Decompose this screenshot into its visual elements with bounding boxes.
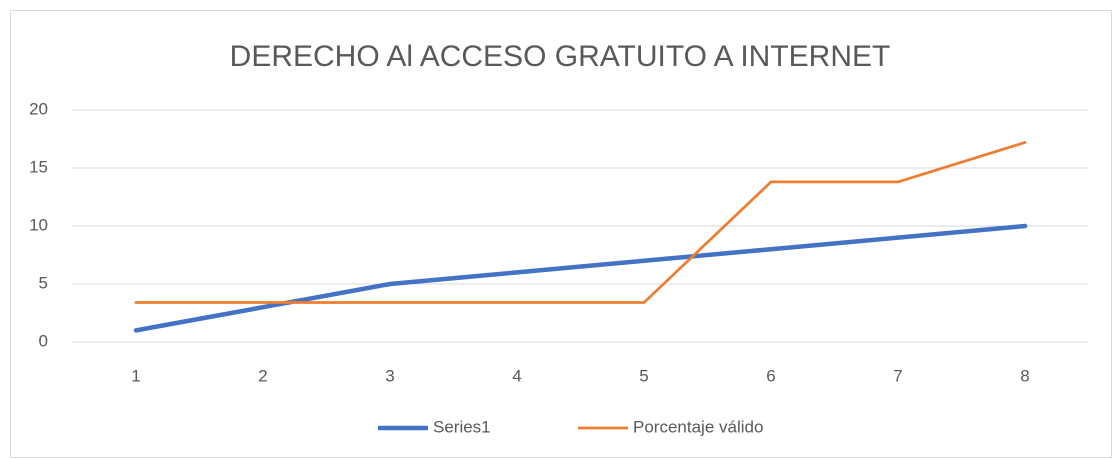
x-tick-label: 2	[258, 366, 267, 385]
x-tick-label: 1	[131, 366, 140, 385]
y-tick-label: 20	[29, 99, 48, 118]
legend-label: Porcentaje válido	[633, 417, 763, 436]
y-tick-label: 10	[29, 215, 48, 234]
chart-title: DERECHO Al ACCESO GRATUITO A INTERNET	[230, 40, 891, 73]
legend-label: Series1	[433, 417, 491, 436]
series-line	[134, 141, 1027, 304]
x-tick-label: 5	[639, 366, 648, 385]
y-tick-label: 15	[29, 157, 48, 176]
x-tick-label: 8	[1020, 366, 1029, 385]
y-tick-label: 5	[39, 273, 48, 292]
x-tick-label: 7	[893, 366, 902, 385]
y-tick-label: 0	[39, 331, 48, 350]
x-tick-label: 6	[766, 366, 775, 385]
x-tick-label: 4	[512, 366, 521, 385]
x-tick-label: 3	[385, 366, 394, 385]
